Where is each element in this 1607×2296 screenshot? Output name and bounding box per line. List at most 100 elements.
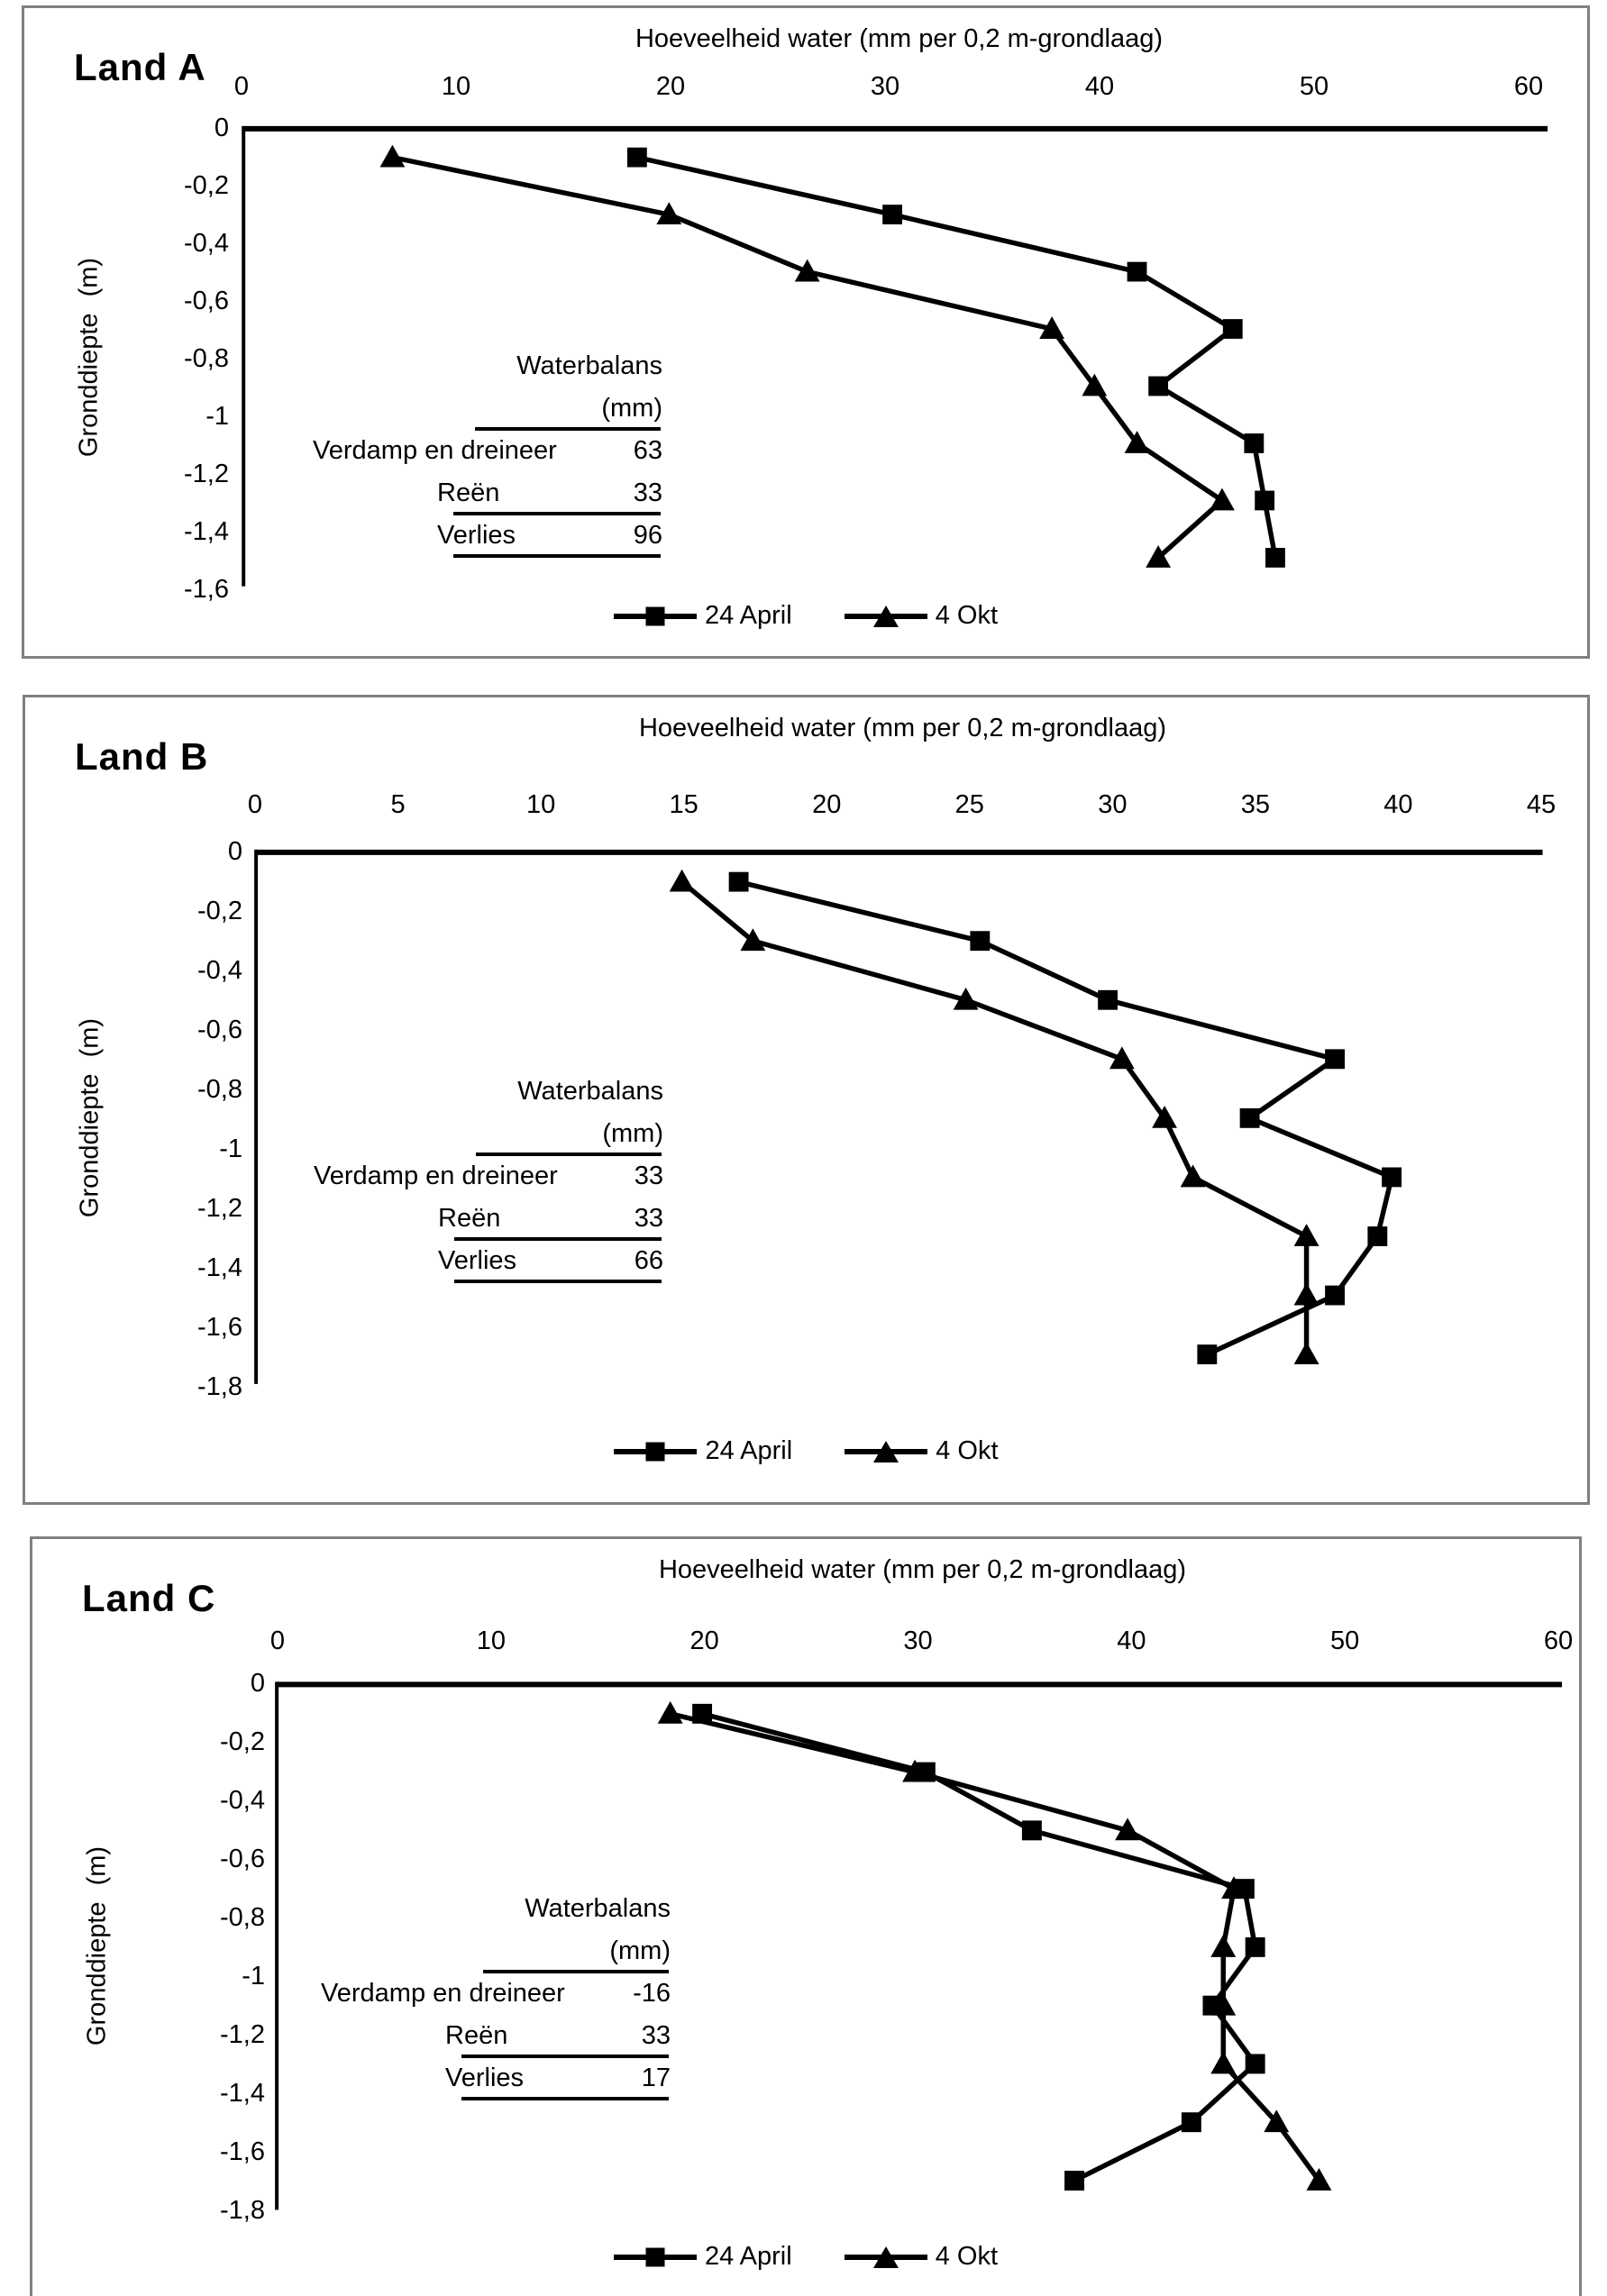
y-tick-label: -1,6 (184, 575, 229, 604)
marker-square (728, 871, 749, 892)
plot-area (254, 849, 1543, 1384)
legend-line (845, 1440, 928, 1462)
chart-title: Land C (82, 1577, 216, 1619)
marker-square (626, 147, 647, 168)
y-tick-label: -1,2 (184, 460, 229, 488)
y-tick-label: 0 (250, 1669, 265, 1698)
marker-square (1222, 319, 1243, 339)
y-tick-label: -1 (242, 1962, 265, 1991)
marker-triangle (902, 1759, 928, 1782)
x-tick-label: 25 (954, 790, 984, 819)
marker-square (1148, 376, 1169, 396)
table-rule (483, 1970, 669, 1973)
legend-label: 24 April (704, 601, 792, 630)
legend-item: 24 April (613, 601, 792, 631)
x-tick-label: 20 (689, 1626, 719, 1655)
marker-triangle (1221, 1876, 1247, 1900)
x-axis-title: Hoeveelheid water (mm per 0,2 m-grondlaa… (638, 714, 1167, 743)
chart-panel-land-c: Land C Hoeveelheid water (mm per 0,2 m-g… (30, 1536, 1582, 2296)
waterbalans-row-label: Verlies (438, 1246, 517, 1275)
legend-marker-triangle (873, 1440, 899, 1462)
legend-label: 24 April (704, 2242, 792, 2271)
table-rule (454, 1280, 662, 1283)
marker-triangle (669, 869, 695, 892)
legend-item: 4 Okt (844, 601, 998, 631)
marker-square (1245, 2054, 1265, 2074)
marker-square (882, 205, 903, 224)
legend-item: 4 Okt (845, 1436, 999, 1466)
y-tick-label: -0,8 (220, 1903, 265, 1932)
x-tick-label: 50 (1299, 72, 1329, 101)
waterbalans-row-label: Verdamp en dreineer (321, 1979, 565, 2008)
waterbalans-row: Reën 33 (314, 1198, 667, 1240)
waterbalans-title: Waterbalans (517, 1077, 663, 1106)
chart-panel-land-a: Land A Hoeveelheid water (mm per 0,2 m-g… (22, 5, 1590, 659)
table-rule (475, 427, 661, 431)
waterbalans-row-label: Reën (438, 1204, 501, 1233)
chart-title: Land B (75, 735, 209, 778)
y-tick-label: -0,2 (220, 1727, 265, 1756)
marker-triangle (1293, 1224, 1319, 1246)
legend: 24 April 4 Okt (24, 601, 1587, 631)
y-tick-label: -0,4 (220, 1786, 265, 1815)
series-line-24-april (636, 154, 1278, 559)
legend-item: 24 April (613, 2242, 792, 2272)
y-tick-label: -1 (219, 1134, 242, 1163)
plot-area (275, 1681, 1563, 2210)
waterbalans-row-label: Verdamp en dreineer (314, 1162, 558, 1190)
series-line-24-april (737, 879, 1395, 1357)
chart-title: Land A (74, 46, 206, 88)
legend-item: 24 April (614, 1436, 792, 1466)
legend-line (613, 606, 697, 625)
marker-square (1064, 2170, 1085, 2191)
marker-triangle (1082, 373, 1108, 396)
y-tick-label: -0,4 (197, 956, 242, 985)
waterbalans-row: Verlies 17 (321, 2057, 674, 2100)
waterbalans-row-value: 17 (641, 2064, 671, 2092)
x-axis-title: Hoeveelheid water (mm per 0,2 m-grondlaa… (658, 1555, 1187, 1584)
y-tick-label: 0 (227, 837, 242, 866)
marker-triangle (656, 202, 682, 224)
waterbalans-row-value: 33 (641, 2021, 671, 2050)
marker-triangle (1109, 1046, 1135, 1070)
marker-triangle (1210, 1992, 1237, 2016)
series-line-24-april (701, 1711, 1259, 2183)
waterbalans-table: Waterbalans (mm) Verdamp en dreineer 33 … (314, 1071, 667, 1283)
marker-triangle (1306, 2168, 1332, 2191)
table-rule (461, 2097, 669, 2100)
y-tick-label: 0 (214, 114, 229, 142)
legend-marker-square (645, 1442, 665, 1461)
waterbalans-row-label: Reën (445, 2021, 508, 2050)
marker-triangle (953, 987, 979, 1010)
x-tick-label: 15 (669, 790, 698, 819)
legend-label: 4 Okt (936, 1436, 999, 1465)
x-tick-label: 10 (476, 1626, 506, 1655)
waterbalans-row: Verlies 96 (313, 515, 666, 557)
waterbalans-table: Waterbalans (mm) Verdamp en dreineer 63 … (313, 345, 666, 558)
marker-triangle (1210, 487, 1235, 511)
y-tick-label: -1,6 (220, 2137, 265, 2166)
x-tick-label: 30 (870, 72, 900, 101)
legend-marker-triangle (872, 2246, 899, 2268)
x-axis-title: Hoeveelheid water (mm per 0,2 m-grondlaa… (635, 24, 1164, 53)
waterbalans-row: Reën 33 (321, 2015, 674, 2057)
marker-triangle (1115, 1818, 1141, 1841)
y-tick-label: -0,8 (184, 344, 229, 373)
x-tick-label: 45 (1526, 790, 1557, 819)
marker-square (1021, 1820, 1042, 1841)
y-tick-label: -1,6 (197, 1313, 242, 1342)
marker-square (1181, 2112, 1201, 2133)
marker-triangle (740, 928, 766, 952)
waterbalans-table: Waterbalans (mm) Verdamp en dreineer -16… (321, 1888, 674, 2100)
series-line-4-okt (391, 154, 1227, 560)
marker-triangle (1264, 2109, 1290, 2133)
legend-marker-triangle (872, 605, 899, 627)
waterbalans-row: Verdamp en dreineer -16 (321, 1973, 674, 2015)
marker-square (970, 931, 991, 952)
marker-triangle (1146, 545, 1172, 568)
waterbalans-row: Verdamp en dreineer 33 (314, 1155, 667, 1198)
legend-line (613, 2247, 697, 2266)
waterbalans-row-label: Verlies (445, 2064, 525, 2092)
waterbalans-row-value: 96 (633, 521, 662, 550)
waterbalans-row-value: 33 (633, 478, 662, 507)
